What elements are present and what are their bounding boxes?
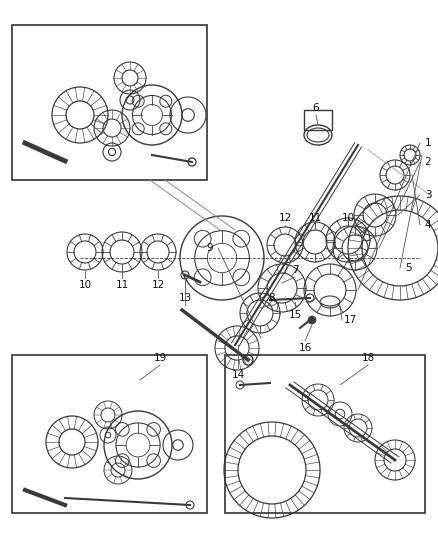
Text: 10: 10 [78, 280, 92, 290]
Text: 1: 1 [425, 138, 431, 148]
Text: 18: 18 [361, 353, 374, 363]
Text: 6: 6 [313, 103, 319, 113]
Text: 16: 16 [298, 343, 311, 353]
Text: 11: 11 [115, 280, 129, 290]
Text: 3: 3 [425, 190, 431, 200]
Text: 7: 7 [292, 265, 298, 275]
Bar [225, 355, 425, 513]
Text: 8: 8 [268, 293, 276, 303]
Bar [12, 25, 207, 180]
Text: 12: 12 [152, 280, 165, 290]
Text: 19: 19 [153, 353, 166, 363]
Circle shape [308, 316, 316, 324]
Text: 14: 14 [231, 370, 245, 380]
Text: 12: 12 [279, 213, 292, 223]
Text: 2: 2 [425, 157, 431, 167]
Text: 11: 11 [308, 213, 321, 223]
Text: 13: 13 [178, 293, 192, 303]
Text: 17: 17 [343, 315, 357, 325]
Bar [12, 355, 207, 513]
Text: 10: 10 [342, 213, 355, 223]
Text: 9: 9 [207, 243, 213, 253]
Text: 15: 15 [288, 310, 302, 320]
Text: 4: 4 [425, 220, 431, 230]
Text: 5: 5 [405, 263, 411, 273]
Bar [304, 110, 332, 130]
